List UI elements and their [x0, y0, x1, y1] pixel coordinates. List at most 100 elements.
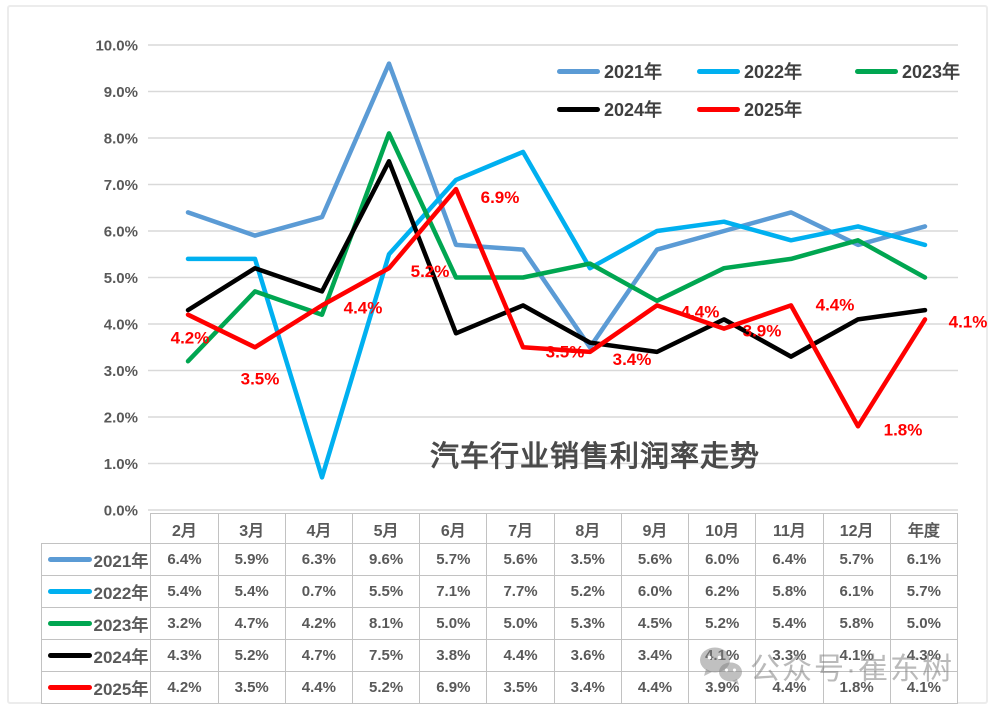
data-label: 4.1% [949, 312, 988, 331]
data-label: 5.2% [411, 262, 450, 281]
table-cell: 4.1% [822, 639, 891, 672]
table-cell: 5.7% [822, 543, 891, 576]
col-header: 7月 [486, 513, 555, 544]
legend-swatch [697, 68, 740, 74]
legend-item-2024年: 2024年 [557, 96, 662, 122]
table-cell: 1.8% [822, 671, 891, 704]
data-label: 4.4% [344, 298, 383, 317]
y-tick-label: 4.0% [104, 317, 138, 334]
row-label: 2022年 [93, 584, 149, 603]
table-cell: 3.4% [553, 671, 622, 704]
table-cell: 4.1% [688, 639, 757, 672]
table-cell: 6.0% [620, 575, 690, 608]
table-cell: 3.6% [553, 639, 622, 672]
table-cell: 3.4% [620, 639, 690, 672]
table-cell: 6.0% [688, 543, 757, 576]
col-header: 年度 [889, 513, 959, 544]
series-line-2024年 [185, 159, 928, 359]
table-cell: 5.3% [553, 607, 622, 640]
legend-label: 2023年 [902, 62, 961, 82]
table-cell: 6.4% [755, 543, 824, 576]
series-line-2021年 [185, 61, 928, 350]
y-tick-label: 1.0% [104, 456, 138, 473]
col-header: 12月 [822, 513, 891, 544]
data-label: 3.5% [546, 342, 585, 361]
table-row: 2022年 5.4% 5.4% 0.7% 5.5% 7.1% 7.7% 5.2% 6.0% 6.2… [40, 575, 959, 608]
table-cell: 9.6% [351, 543, 421, 576]
table-row: 2025年 4.2% 3.5% 4.4% 5.2% 6.9% 3.5% 3.4% 4.4% 3.9… [40, 671, 959, 704]
legend-swatch [557, 106, 600, 112]
legend-swatch [557, 68, 600, 74]
data-label: 6.9% [481, 188, 520, 207]
legend-item-2023年: 2023年 [855, 58, 960, 84]
table-cell: 5.6% [620, 543, 690, 576]
table-cell: 3.8% [419, 639, 488, 672]
table-cell: 7.1% [419, 575, 488, 608]
table-cell: 7.5% [351, 639, 421, 672]
table-cell: 5.5% [351, 575, 421, 608]
y-tick-label: 2.0% [104, 410, 138, 427]
table-cell: 5.2% [688, 607, 757, 640]
table-cell: 6.1% [889, 543, 959, 576]
table-cell: 5.2% [217, 639, 286, 672]
row-series-swatch [47, 685, 92, 690]
table-row: 2021年 6.4% 5.9% 6.3% 9.6% 5.7% 5.6% 3.5% 5.6% 6.0… [40, 543, 959, 576]
table-cell: 5.7% [419, 543, 488, 576]
table-cell: 5.8% [755, 575, 824, 608]
line-chart: 0.0%1.0%2.0%3.0%4.0%5.0%6.0%7.0%8.0%9.0%… [95, 38, 988, 520]
table-cell: 3.2% [150, 607, 219, 640]
data-label: 4.2% [171, 329, 210, 348]
table-cell: 6.2% [688, 575, 757, 608]
data-table: 2月 3月 4月 5月 6月 7月 8月 9月 10月 11月 12月 年度 2021年 6.4% 5.9… [40, 513, 959, 704]
table-cell: 5.2% [553, 575, 622, 608]
row-label-cell: 2025年 [40, 671, 152, 704]
data-label: 4.4% [681, 302, 720, 321]
legend-label: 2021年 [604, 62, 663, 82]
table-cell: 4.3% [889, 639, 959, 672]
table-cell: 3.5% [553, 543, 622, 576]
series-line-2022年 [185, 149, 928, 480]
table-cell: 4.4% [284, 671, 354, 704]
table-cell: 4.7% [284, 639, 354, 672]
table-cell: 6.4% [150, 543, 219, 576]
table-cell: 5.4% [150, 575, 219, 608]
data-label: 1.8% [884, 420, 923, 439]
row-series-swatch [47, 589, 92, 594]
col-header: 10月 [688, 513, 757, 544]
row-label-cell: 2023年 [40, 607, 152, 640]
legend-swatch [697, 106, 740, 112]
table-cell: 4.1% [889, 671, 959, 704]
row-series-swatch [47, 621, 92, 626]
row-label: 2024年 [93, 648, 149, 667]
row-label: 2023年 [93, 616, 149, 635]
y-tick-label: 5.0% [104, 270, 138, 287]
y-tick-label: 8.0% [104, 131, 138, 148]
col-header: 6月 [419, 513, 488, 544]
data-label: 3.9% [743, 322, 782, 341]
table-cell: 5.0% [889, 607, 959, 640]
table-cell: 5.0% [419, 607, 488, 640]
table-cell: 6.9% [419, 671, 488, 704]
table-cell: 3.3% [755, 639, 824, 672]
y-tick-label: 6.0% [104, 224, 138, 241]
table-cell: 6.1% [822, 575, 891, 608]
table-row: 2024年 4.3% 5.2% 4.7% 7.5% 3.8% 4.4% 3.6% 3.4% 4.1… [40, 639, 959, 672]
row-label-cell: 2022年 [40, 575, 152, 608]
table-cell: 4.2% [284, 607, 354, 640]
legend-label: 2024年 [604, 100, 663, 120]
col-header: 9月 [620, 513, 690, 544]
table-cell: 5.4% [217, 575, 286, 608]
data-label: 3.4% [613, 350, 652, 369]
table-cell: 8.1% [351, 607, 421, 640]
chart-title: 汽车行业销售利润率走势 [429, 441, 760, 473]
table-cell: 4.3% [150, 639, 219, 672]
col-header: 5月 [351, 513, 421, 544]
table-cell: 4.7% [217, 607, 286, 640]
y-tick-label: 7.0% [104, 177, 138, 194]
table-corner-cell [41, 513, 152, 544]
col-header: 3月 [217, 513, 286, 544]
series-line-2023年 [185, 131, 928, 364]
table-cell: 4.4% [486, 639, 555, 672]
table-cell: 5.0% [486, 607, 555, 640]
legend-label: 2022年 [744, 62, 803, 82]
